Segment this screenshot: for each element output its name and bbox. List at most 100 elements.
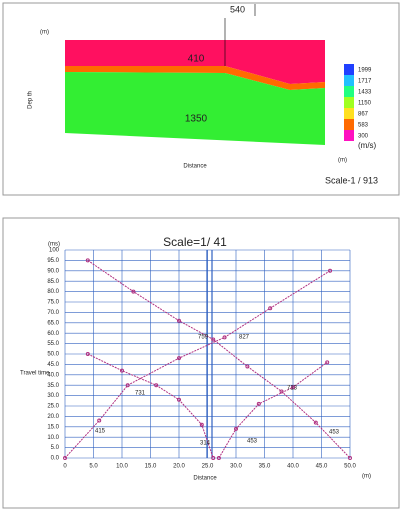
y-tick-label: 50.0 [47, 352, 59, 358]
travel-point [63, 456, 67, 460]
y-tick-label: 5.0 [51, 445, 60, 451]
legend-swatch [344, 119, 354, 130]
legend-swatch [344, 75, 354, 86]
travel-point [177, 397, 181, 402]
travel-point [325, 360, 330, 365]
legend-label: 867 [358, 112, 369, 118]
y-tick-label: 75.0 [47, 300, 59, 306]
y-tick-label: 10.0 [47, 435, 59, 441]
velocity-label: 731 [135, 391, 146, 397]
legend-label: 300 [358, 134, 369, 140]
legend-swatch [344, 64, 354, 75]
y-tick-label: 25.0 [47, 404, 59, 410]
travel-point [211, 456, 216, 460]
layer-label: 410 [188, 54, 205, 65]
y-tick-label: 60.0 [47, 331, 59, 337]
y-tick-label: 85.0 [47, 279, 59, 285]
travel-curve [87, 259, 351, 459]
layer-label: 1350 [185, 114, 208, 125]
x-tick-label: 40.0 [287, 464, 299, 470]
y-tick-label: 90.0 [47, 268, 59, 274]
travel-point [131, 289, 136, 294]
travel-curve [218, 361, 328, 459]
x-tick-label: 25.0 [202, 464, 214, 470]
travel-point [279, 389, 284, 394]
legend-swatch [344, 108, 354, 119]
y-tick-label: 55.0 [47, 341, 59, 347]
travel-point [211, 337, 216, 342]
legend-unit: (m/s) [358, 141, 377, 150]
legend-label: 1433 [358, 90, 372, 96]
frame [2, 217, 400, 509]
x-tick-label: 5.0 [89, 464, 98, 470]
travel-point [177, 356, 181, 361]
x-tick-label: 10.0 [116, 464, 128, 470]
travel-point [245, 364, 250, 369]
legend-label: 1717 [358, 79, 372, 85]
velocity-label: 827 [239, 335, 250, 341]
y-tick-label: 0.0 [51, 456, 60, 462]
axis-label: Distance [193, 476, 217, 482]
y-tick-label: 95.0 [47, 258, 59, 264]
x-tick-label: 35.0 [259, 464, 271, 470]
x-tick-label: 50.0 [344, 464, 356, 470]
travel-point [199, 422, 204, 427]
unit: (m) [362, 474, 371, 480]
travel-point [85, 258, 90, 263]
chart-title: Scale=1/ 41 [163, 235, 227, 249]
velocity-label: 453 [329, 430, 340, 436]
y-tick-label: 40.0 [47, 372, 59, 378]
legend-swatch [344, 86, 354, 97]
y-tick-label: 80.0 [47, 289, 59, 295]
scale: Scale-1 / 913 [325, 175, 378, 185]
travel-point [85, 352, 90, 356]
x-tick-label: 30.0 [230, 464, 242, 470]
unit: (m) [40, 30, 49, 36]
shot-label: 540 [230, 4, 245, 14]
travel-curve [64, 270, 331, 459]
y-tick-label: 30.0 [47, 393, 59, 399]
travel-point [222, 335, 227, 340]
travel-point [291, 385, 295, 390]
velocity-label: 415 [95, 429, 106, 435]
layer [65, 66, 325, 90]
y-tick-label: 45.0 [47, 362, 59, 368]
y-tick-label: 15.0 [47, 424, 59, 430]
travel-point [216, 456, 221, 460]
travel-point [154, 383, 159, 388]
travel-point [348, 456, 352, 460]
velocity-label: 759 [198, 335, 209, 341]
travel-point [177, 318, 181, 323]
travel-point [120, 368, 124, 373]
x-tick-label: 45.0 [316, 464, 328, 470]
legend-swatch [344, 97, 354, 108]
y-tick-label: 35.0 [47, 383, 59, 389]
velocity-label: 314 [200, 441, 211, 447]
x-tick-label: 20.0 [173, 464, 185, 470]
velocity-label: 713 [287, 386, 298, 392]
travel-point [313, 420, 318, 425]
legend-label: 583 [358, 123, 369, 129]
layer [65, 72, 325, 145]
axis-label: Dep th [28, 91, 34, 109]
y-tick-label: 70.0 [47, 310, 59, 316]
legend-label: 1999 [358, 68, 372, 74]
travel-point [328, 268, 333, 273]
travel-point [256, 401, 261, 406]
frame [2, 2, 400, 196]
layer [65, 40, 325, 84]
unit: (ms) [48, 242, 60, 248]
travel-point [125, 383, 130, 388]
travel-point [268, 306, 273, 311]
travel-point [97, 418, 102, 423]
travel-point [234, 426, 238, 431]
velocity-label: 453 [247, 439, 258, 445]
x-tick-label: 0 [63, 464, 67, 470]
axis-label: Distance [183, 164, 207, 170]
y-tick-label: 100 [49, 248, 60, 254]
legend-swatch [344, 130, 354, 141]
x-tick-label: 15.0 [145, 464, 157, 470]
unit: (m) [338, 158, 347, 164]
